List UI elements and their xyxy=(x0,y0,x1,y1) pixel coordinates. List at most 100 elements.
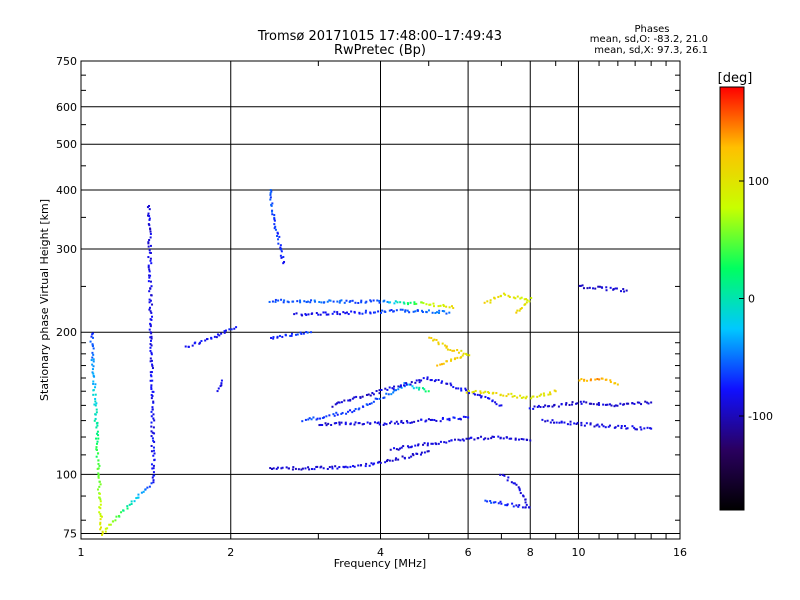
data-point xyxy=(296,333,299,336)
data-point xyxy=(413,301,416,304)
data-point xyxy=(149,299,152,302)
data-point xyxy=(353,396,356,399)
data-point xyxy=(274,300,277,303)
data-point xyxy=(148,214,151,217)
data-point xyxy=(148,268,151,271)
data-point xyxy=(149,230,152,233)
data-point xyxy=(468,392,471,395)
data-point xyxy=(313,468,316,471)
data-point xyxy=(578,379,581,382)
data-point xyxy=(609,381,612,384)
data-point xyxy=(151,390,154,393)
data-point xyxy=(149,259,152,262)
data-point xyxy=(147,256,150,259)
data-point xyxy=(194,341,197,344)
data-point xyxy=(416,452,419,455)
data-point xyxy=(152,471,155,474)
data-point xyxy=(150,285,153,288)
data-point xyxy=(284,333,287,336)
data-point xyxy=(650,427,653,430)
data-point xyxy=(137,496,140,499)
data-point xyxy=(349,399,352,402)
data-point xyxy=(486,500,489,503)
data-point xyxy=(286,300,289,303)
data-point xyxy=(338,301,341,304)
data-point xyxy=(355,395,358,398)
data-point xyxy=(115,515,118,518)
data-point xyxy=(94,386,97,389)
data-point xyxy=(147,223,150,226)
data-point xyxy=(429,379,432,382)
data-point xyxy=(489,299,492,302)
data-point xyxy=(437,341,440,344)
data-point xyxy=(540,393,543,396)
data-point xyxy=(272,467,275,470)
data-point xyxy=(616,404,619,407)
data-point xyxy=(223,330,226,333)
data-point xyxy=(152,481,155,484)
data-point xyxy=(376,397,379,400)
data-point xyxy=(91,345,94,348)
data-point xyxy=(150,421,153,424)
data-point xyxy=(282,301,285,304)
data-point xyxy=(551,419,554,422)
data-point xyxy=(461,438,464,441)
data-point xyxy=(281,466,284,469)
data-point xyxy=(502,437,505,440)
data-point xyxy=(625,289,628,292)
data-point xyxy=(426,378,429,381)
data-point xyxy=(148,217,151,220)
data-point xyxy=(150,397,153,400)
data-point xyxy=(271,467,274,470)
data-point xyxy=(522,495,525,498)
data-point xyxy=(98,464,101,467)
data-point xyxy=(530,296,533,299)
data-point xyxy=(404,309,407,312)
data-point xyxy=(339,299,342,302)
data-point xyxy=(92,353,95,356)
data-point xyxy=(433,338,436,341)
data-point xyxy=(482,438,485,441)
data-point xyxy=(279,254,282,257)
data-point xyxy=(306,300,309,303)
data-point xyxy=(396,301,399,304)
data-point xyxy=(459,356,462,359)
data-point xyxy=(291,468,294,471)
data-point xyxy=(609,286,612,289)
data-point xyxy=(391,459,394,462)
y-tick-label: 600 xyxy=(56,101,77,114)
data-point xyxy=(452,386,455,389)
data-point xyxy=(153,474,156,477)
data-point xyxy=(400,386,403,389)
data-point xyxy=(393,447,396,450)
data-point xyxy=(89,340,92,343)
data-point xyxy=(423,442,426,445)
data-point xyxy=(91,336,94,339)
data-point xyxy=(328,299,331,302)
data-point xyxy=(96,424,99,427)
data-point xyxy=(316,417,319,420)
data-point xyxy=(349,300,352,303)
data-point xyxy=(510,392,513,395)
data-point xyxy=(369,312,372,315)
data-point xyxy=(640,428,643,431)
data-point xyxy=(448,440,451,443)
data-point xyxy=(280,467,283,470)
data-point xyxy=(435,443,438,446)
data-point xyxy=(616,383,619,386)
data-point xyxy=(220,382,223,385)
data-point xyxy=(101,532,104,535)
data-point xyxy=(416,309,419,312)
data-point xyxy=(426,444,429,447)
data-point xyxy=(153,440,156,443)
data-point xyxy=(633,402,636,405)
data-point xyxy=(393,422,396,425)
data-point xyxy=(497,435,500,438)
data-point xyxy=(276,466,279,469)
data-point xyxy=(299,301,302,304)
data-point xyxy=(325,313,328,316)
data-point xyxy=(101,533,104,536)
data-point xyxy=(91,371,94,374)
data-point xyxy=(311,312,314,315)
data-point xyxy=(96,440,99,443)
